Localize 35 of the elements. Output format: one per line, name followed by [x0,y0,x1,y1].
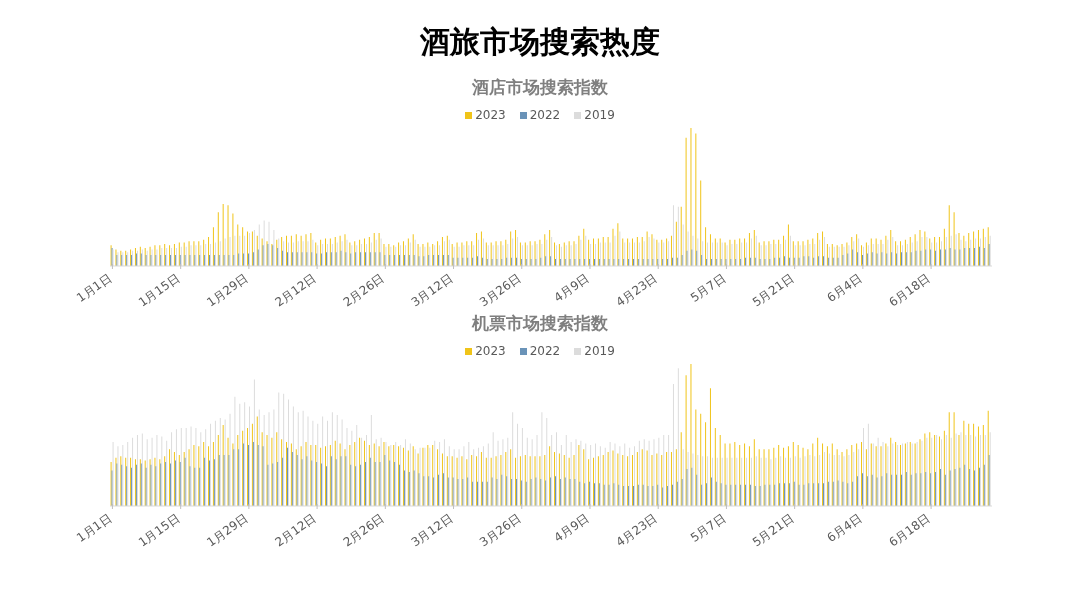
x-tick-label: 6月4日 [824,270,865,305]
x-tick-label: 4月9日 [551,510,592,545]
x-tick-label: 6月18日 [886,510,933,550]
x-tick-label: 5月7日 [687,510,729,545]
x-tick-label: 1月29日 [204,510,251,550]
legend-label: 2022 [529,344,561,358]
x-tick-label: 3月12日 [408,270,456,310]
x-tick-label: 5月21日 [749,270,797,310]
legend-label: 2019 [584,108,615,122]
legend-label: 2023 [475,108,506,122]
x-tick-label: 1月15日 [135,510,183,550]
x-tick-label: 4月9日 [551,270,592,305]
chart-title: 酒旅市场搜索热度 [419,23,661,61]
x-tick-label: 2月12日 [272,270,319,310]
legend-label: 2019 [584,344,615,358]
legend-label: 2023 [475,344,506,358]
x-tick-label: 1月1日 [73,510,115,545]
chart-subtitle: 酒店市场搜索指数 [471,76,609,99]
x-tick-label: 3月26日 [477,270,524,310]
x-tick-label: 5月7日 [687,270,729,305]
x-tick-label: 6月4日 [824,510,865,545]
legend-label: 2022 [529,108,561,122]
x-tick-label: 3月12日 [408,510,456,550]
x-tick-label: 2月26日 [340,510,388,550]
x-tick-label: 2月12日 [272,510,319,550]
x-tick-label: 3月26日 [477,510,524,550]
chart-title: 机票市场搜索指数 [471,312,609,335]
x-tick-label: 6月18日 [886,270,933,310]
x-tick-label: 1月29日 [204,270,251,310]
x-tick-label: 1月1日 [73,270,115,305]
x-tick-label: 1月15日 [135,270,183,310]
x-tick-label: 4月23日 [613,270,660,310]
x-tick-label: 4月23日 [613,510,660,550]
x-tick-label: 5月21日 [749,510,797,550]
x-tick-label: 2月26日 [340,270,388,310]
